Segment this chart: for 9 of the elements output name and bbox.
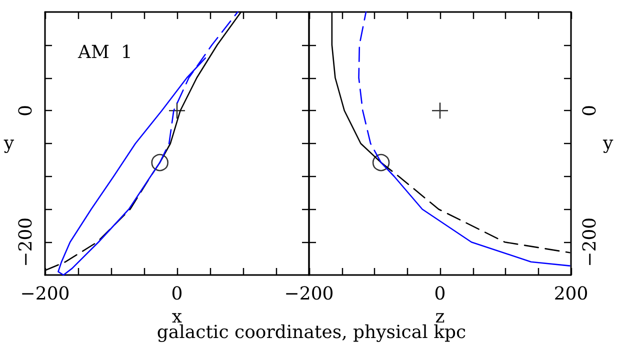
annotation: AM 1	[78, 42, 132, 63]
y-axis-title: y	[2, 133, 15, 154]
x-tick-label: −200	[284, 284, 334, 304]
x-tick-label: 0	[171, 284, 183, 304]
y2-tick-label: −200	[580, 217, 600, 267]
y2-tick-label: 0	[580, 104, 600, 116]
y2-axis-title: y	[602, 133, 614, 154]
x-tick-label: 200	[554, 284, 588, 304]
x-tick-label: 0	[434, 284, 446, 304]
